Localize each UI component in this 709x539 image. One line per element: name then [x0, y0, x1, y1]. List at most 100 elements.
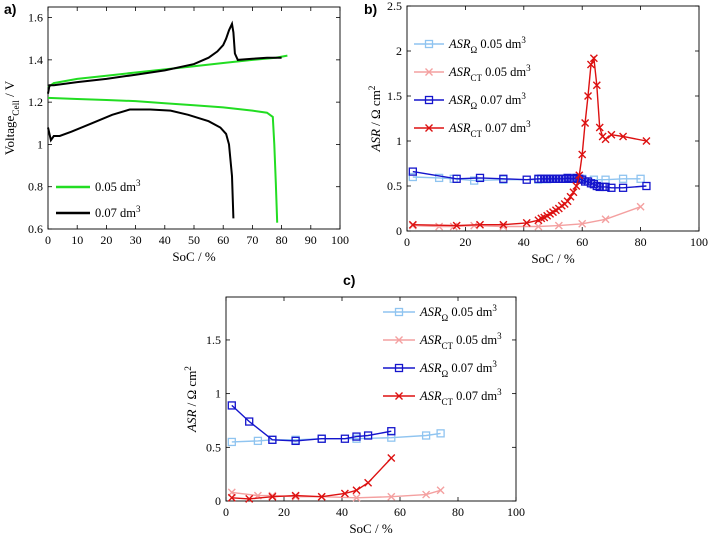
- legend-marker: [424, 39, 434, 49]
- x-axis-label: SoC / %: [349, 521, 393, 536]
- x-tick-label: 80: [635, 235, 647, 249]
- data-point: [291, 492, 300, 501]
- x-tick-label: 60: [394, 505, 406, 519]
- plot-area-b: [406, 5, 700, 232]
- y-tick-label: 2.5: [387, 0, 402, 13]
- data-point: [340, 489, 349, 498]
- y-axis-label: ASR / Ω cm2: [184, 366, 199, 433]
- y-tick-label: 1.5: [206, 333, 221, 347]
- series-c-3: [227, 454, 396, 503]
- data-point: [522, 218, 531, 227]
- series-line: [47, 54, 288, 89]
- data-point: [364, 478, 373, 487]
- series-line: [231, 432, 441, 443]
- x-tick-label: 90: [305, 233, 317, 247]
- data-point: [476, 220, 484, 229]
- x-tick-label: 40: [159, 233, 171, 247]
- x-tick-label: 20: [278, 505, 290, 519]
- legend-marker: [394, 307, 404, 317]
- y-tick-label: 0.5: [206, 440, 221, 454]
- data-point: [589, 54, 598, 63]
- x-tick-label: 0: [45, 233, 51, 247]
- data-point: [569, 188, 578, 197]
- y-tick-label: 1.5: [387, 89, 402, 103]
- data-point: [601, 135, 610, 144]
- data-point: [578, 150, 587, 159]
- series-b-2: [408, 167, 651, 192]
- data-point: [352, 486, 361, 495]
- legend-marker: [394, 363, 404, 373]
- x-tick-label: 100: [690, 235, 708, 249]
- x-tick-label: 40: [518, 235, 530, 249]
- data-point: [575, 171, 584, 180]
- data-point: [601, 182, 610, 192]
- legend-entry: ASRΩ 0.07 dm3: [419, 359, 497, 379]
- x-tick-label: 70: [246, 233, 258, 247]
- data-point: [586, 60, 595, 69]
- data-point: [317, 434, 326, 443]
- x-axis-label: SoC / %: [531, 251, 575, 266]
- panel-label-b: b): [364, 1, 377, 17]
- legend-marker: [395, 392, 403, 400]
- panel-c: 0 20 40 60 80 100 0 0.5 1 1.5 SoC / % ASR / Ω cm2 c)…: [184, 272, 525, 536]
- data-point: [340, 434, 350, 443]
- y-tick-label: 1.4: [28, 53, 43, 67]
- y-tick-label: 1: [215, 387, 221, 401]
- legend-entry: ASRCT 0.07 dm3: [419, 387, 502, 407]
- x-tick-label: 0: [223, 505, 229, 519]
- data-point: [607, 130, 616, 139]
- data-point: [475, 173, 485, 183]
- data-point: [601, 215, 610, 224]
- series-line: [47, 96, 279, 223]
- y-tick-label: 0: [215, 494, 221, 508]
- legend-marker: [395, 336, 403, 344]
- x-tick-label: 60: [217, 233, 229, 247]
- legend-entry: ASRΩ 0.05 dm3: [448, 35, 526, 55]
- data-point: [387, 454, 396, 463]
- y-tick-label: 0.5: [387, 179, 402, 193]
- x-tick-label: 30: [130, 233, 142, 247]
- y-tick-label: 0.8: [28, 180, 43, 194]
- data-point: [534, 222, 543, 231]
- data-point: [452, 174, 461, 183]
- series-line: [231, 404, 392, 442]
- data-point: [499, 174, 508, 183]
- plot-area-a: [47, 6, 341, 230]
- data-point: [642, 137, 651, 145]
- series-c-0: [227, 429, 445, 447]
- y-tick-label: 1: [396, 134, 402, 148]
- x-tick-label: 20: [459, 235, 471, 249]
- legend-entry: ASRCT 0.05 dm3: [448, 63, 531, 83]
- series-c-2: [227, 401, 396, 446]
- legend-a: 0.05 dm3 0.07 dm3: [56, 178, 141, 220]
- data-point: [245, 417, 254, 426]
- data-point: [592, 81, 601, 90]
- panel-label-c: c): [343, 272, 355, 288]
- series-b-3: [408, 54, 651, 230]
- series-line: [412, 55, 647, 227]
- x-tick-label: 0: [404, 235, 410, 249]
- data-point: [408, 167, 417, 176]
- data-point: [363, 431, 373, 440]
- panel-b: 0 20 40 60 80 100 0 0.5 1 1.5 2 2.5 SoC / % ASR / Ω c…: [364, 0, 708, 266]
- data-point: [581, 119, 590, 127]
- legend-entry: ASRΩ 0.05 dm3: [419, 303, 497, 323]
- y-tick-label: 0.6: [28, 222, 43, 236]
- data-point: [291, 491, 300, 500]
- legend-entry: 0.07 dm3: [95, 204, 141, 220]
- x-tick-label: 60: [576, 235, 588, 249]
- data-point: [434, 173, 444, 183]
- x-tick-label: 10: [71, 233, 83, 247]
- data-point: [522, 175, 531, 184]
- x-tick-label: 40: [336, 505, 348, 519]
- data-point: [595, 123, 604, 132]
- series-a-1: [47, 20, 282, 219]
- data-point: [618, 174, 628, 183]
- x-tick-label: 50: [188, 233, 200, 247]
- data-point: [291, 436, 300, 446]
- x-tick-label: 100: [331, 233, 349, 247]
- legend-marker: [425, 68, 433, 76]
- data-point: [387, 427, 396, 436]
- data-point: [435, 222, 444, 231]
